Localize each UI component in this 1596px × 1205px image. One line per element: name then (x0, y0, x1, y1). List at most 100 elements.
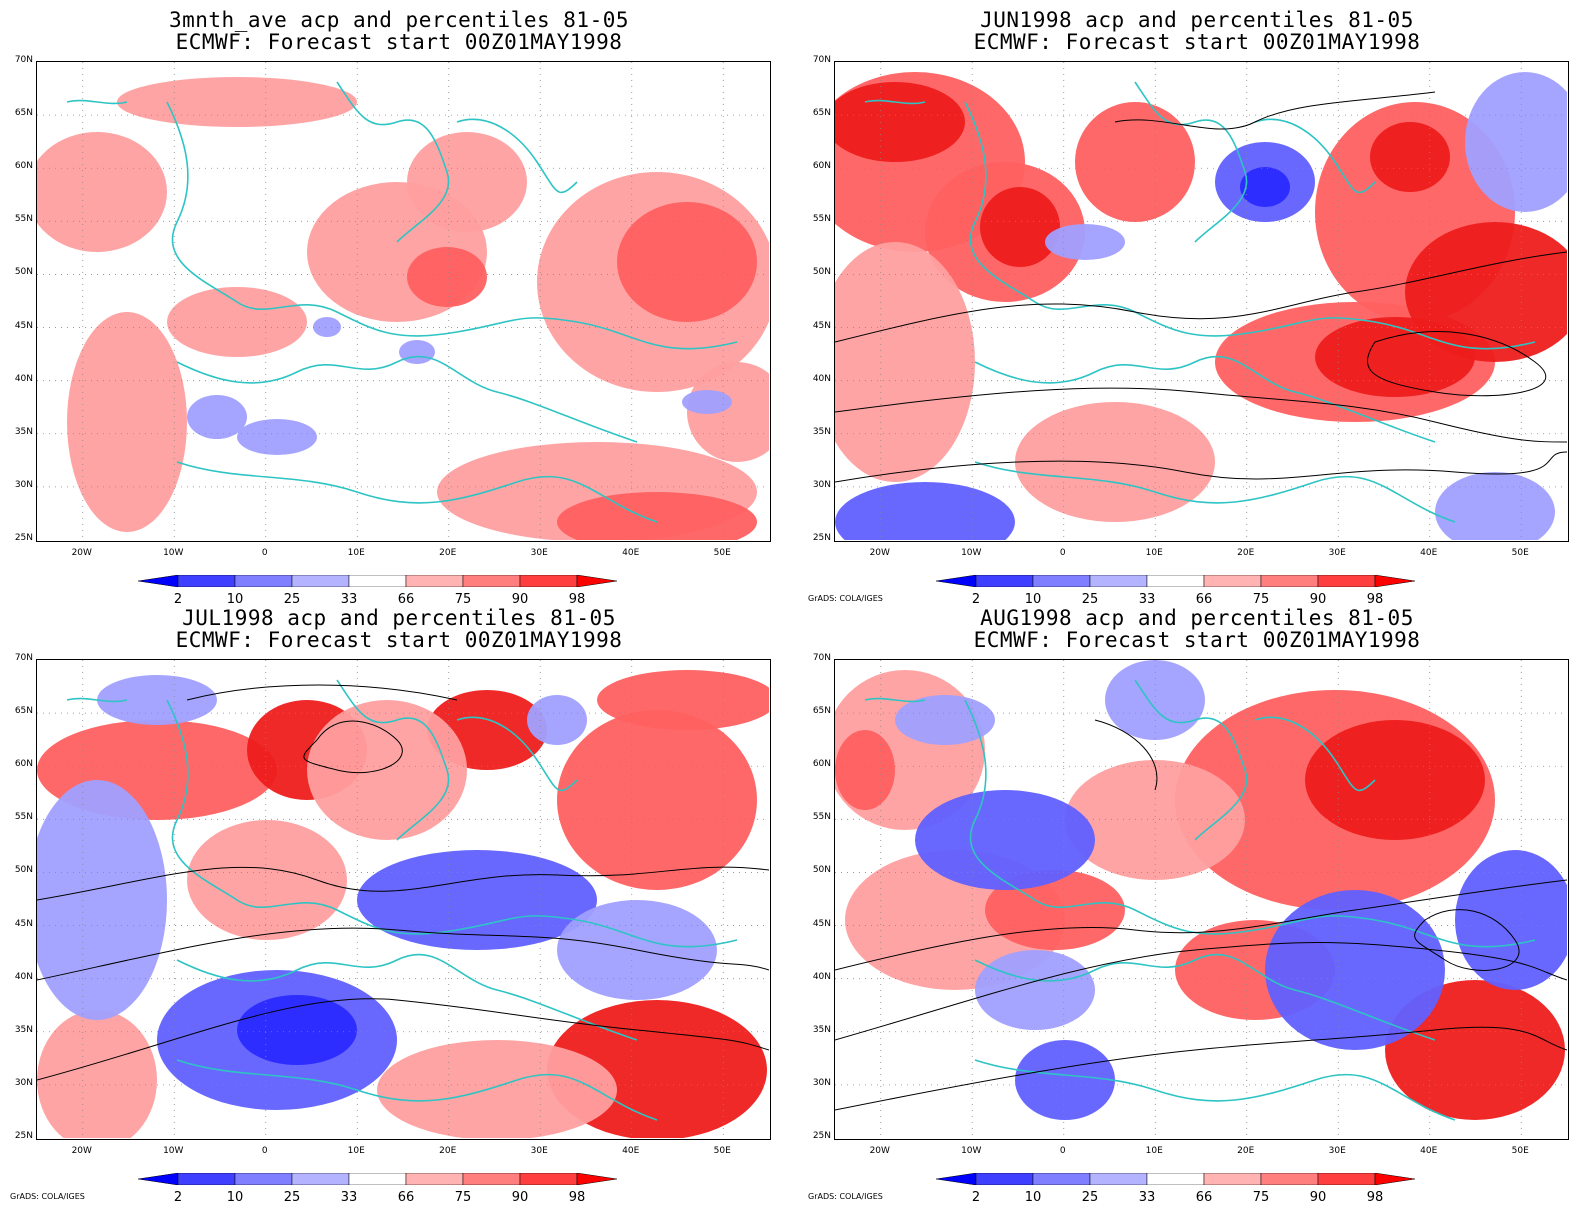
coastline (66, 99, 128, 105)
percentile-shade-region (617, 202, 757, 322)
latitude-label: 65N (812, 108, 831, 119)
percentile-shade-region (117, 77, 357, 127)
longitude-label: 20E (1237, 548, 1255, 558)
latitude-label: 25N (812, 1131, 831, 1141)
panel-subtitle: ECMWF: Forecast start 00Z01MAY1998 (973, 628, 1421, 652)
latitude-label: 35N (812, 1024, 831, 1035)
colorbar-label: 25 (283, 1190, 301, 1205)
colorbar-label: 90 (511, 592, 529, 607)
longitude-label: 20W (869, 1146, 890, 1156)
colorbar-label: 75 (454, 1190, 472, 1205)
latitude-label: 30N (812, 1077, 831, 1088)
longitude-label: 10E (1145, 548, 1163, 558)
longitude-label: 30E (530, 548, 548, 558)
coastline (974, 461, 1456, 523)
percentile-shade-region (597, 670, 769, 730)
percentile-shade-region (980, 187, 1060, 267)
coastline (1134, 679, 1248, 841)
coastline (1254, 716, 1376, 792)
anomaly-contour (1094, 719, 1158, 791)
map-area (834, 61, 1569, 542)
coastline (456, 118, 578, 194)
colorbar-label: 75 (1252, 1190, 1270, 1205)
latitude-label: 30N (14, 479, 33, 490)
latitude-label: 65N (14, 108, 33, 119)
percentile-shade-region (1305, 720, 1485, 840)
colorbar-label: 2 (971, 1190, 981, 1205)
percentile-shade-region (835, 730, 895, 810)
longitude-label: 0 (1059, 548, 1066, 558)
coastline (1254, 118, 1376, 194)
panel-subtitle: ECMWF: Forecast start 00Z01MAY1998 (973, 30, 1421, 54)
coastline (166, 101, 738, 350)
panel-title: 3mnth_ave acp and percentiles 81-05 (168, 8, 629, 32)
coastline (456, 716, 578, 792)
longitude-label: 0 (261, 1146, 268, 1156)
percentile-shade-region (1015, 1040, 1115, 1120)
colorbar-label: 90 (1309, 592, 1327, 607)
map-panel-jun1998: JUN1998 acp and percentiles 81-05 ECMWF:… (798, 0, 1596, 607)
longitude-label: 40E (1420, 1146, 1438, 1156)
coastline (1134, 81, 1248, 243)
latitude-label: 50N (14, 267, 33, 278)
colorbar-segment (1203, 575, 1262, 587)
anomaly-contour (835, 251, 1567, 343)
colorbar-segment (348, 1173, 407, 1185)
percentile-shade-region (37, 1010, 157, 1138)
coastline (864, 99, 926, 105)
colorbar-segment (519, 1173, 578, 1185)
colorbar-min-arrow (936, 575, 977, 587)
colorbar-label: 25 (1081, 1190, 1099, 1205)
percentile-shade-region (682, 390, 732, 414)
latitude-label: 40N (14, 971, 33, 982)
colorbar-segment (1203, 1173, 1262, 1185)
longitude-label: 10W (961, 1146, 982, 1156)
coastline (864, 697, 926, 703)
longitude-label: 50E (713, 548, 731, 558)
anomaly-contour (835, 879, 1567, 971)
colorbar-segment (177, 575, 236, 587)
latitude-label: 45N (14, 918, 33, 929)
colorbar-segment (1146, 1173, 1205, 1185)
percentile-shade-region (1455, 850, 1567, 990)
longitude-label: 10W (163, 548, 184, 558)
percentile-shade-region (527, 695, 587, 745)
colorbar-segment (1146, 575, 1205, 587)
percentile-shade-region (1015, 402, 1215, 522)
latitude-label: 70N (812, 653, 831, 663)
percentile-shade-region (557, 492, 757, 540)
latitude-label: 25N (14, 533, 33, 543)
longitude-label: 40E (622, 1146, 640, 1156)
colorbar-label: 66 (1195, 1190, 1213, 1205)
longitude-label: 50E (1511, 1146, 1529, 1156)
colorbar-segment (405, 1173, 464, 1185)
percentile-shade-region (557, 710, 757, 890)
colorbar-segment (519, 575, 578, 587)
percentile-shade-region (1105, 660, 1205, 740)
longitude-label: 30E (1328, 1146, 1346, 1156)
percentile-shade-region (313, 317, 341, 337)
panel-title: JUN1998 acp and percentiles 81-05 (980, 8, 1414, 32)
anomaly-contour (835, 387, 1567, 443)
latitude-label: 30N (14, 1077, 33, 1088)
colorbar-segment (1032, 1173, 1091, 1185)
latitude-label: 60N (812, 759, 831, 770)
anomaly-contour (835, 451, 1567, 483)
colorbar-segment (291, 1173, 350, 1185)
colorbar-max-arrow (1374, 575, 1416, 587)
map-svg (835, 660, 1567, 1138)
colorbar-svg (138, 575, 618, 587)
colorbar-label: 66 (397, 592, 415, 607)
percentile-shade-region (187, 820, 347, 940)
coastline (176, 461, 658, 523)
colorbar-label: 33 (1138, 1190, 1156, 1205)
longitude-label: 20E (439, 1146, 457, 1156)
percentile-shade-region (1405, 222, 1567, 362)
coastline (964, 699, 1536, 948)
longitude-label: 40E (622, 548, 640, 558)
percentile-shade-region (1065, 760, 1245, 880)
map-area (36, 659, 771, 1140)
anomaly-contour (303, 720, 403, 774)
longitude-label: 20W (71, 1146, 92, 1156)
percentile-shade-region (37, 132, 167, 252)
